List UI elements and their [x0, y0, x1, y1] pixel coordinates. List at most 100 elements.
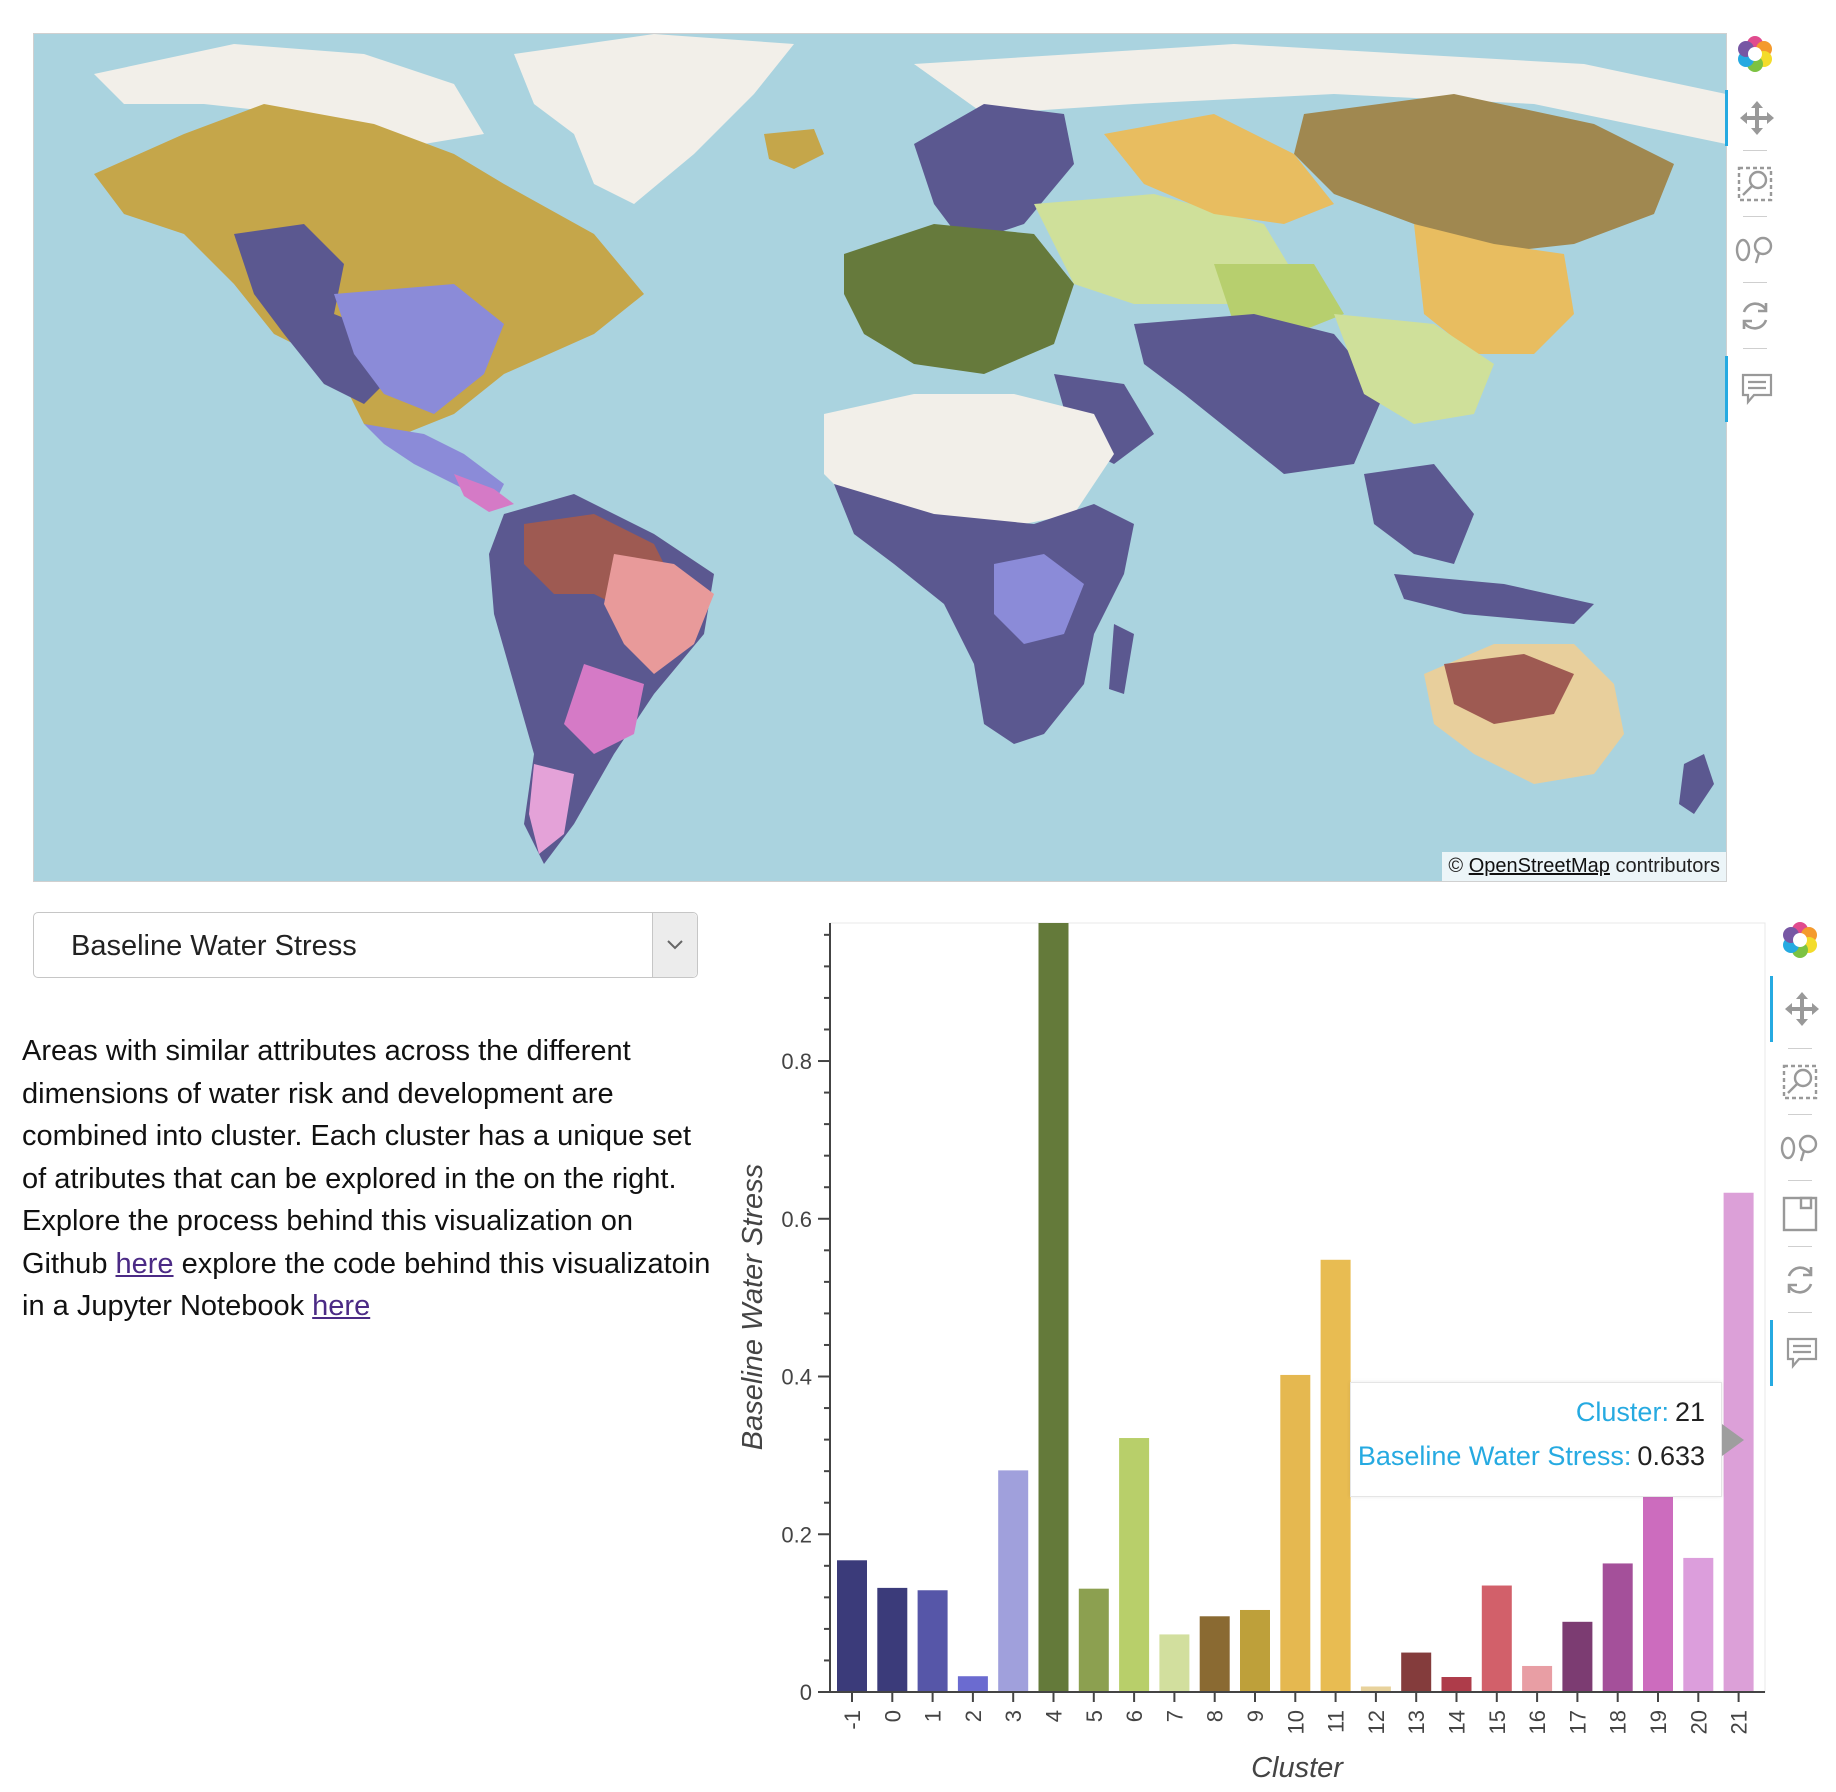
- pan-icon[interactable]: [1725, 90, 1785, 146]
- siberia-land: [914, 44, 1726, 144]
- box-zoom-icon[interactable]: [1770, 1054, 1830, 1110]
- x-tick-label: -1: [840, 1710, 865, 1730]
- bar-cluster-8[interactable]: [1199, 1616, 1230, 1692]
- tooltip-cluster-label: Cluster:: [1575, 1397, 1669, 1427]
- madagascar-cluster-minus1: [1109, 624, 1134, 694]
- se-asia-cluster-minus1: [1364, 464, 1474, 564]
- x-tick-label: 9: [1243, 1710, 1268, 1722]
- north-africa-land: [824, 394, 1114, 534]
- tooltip-pointer: [1722, 1424, 1744, 1456]
- bar-cluster-17[interactable]: [1562, 1621, 1593, 1692]
- y-tick-label: 0.2: [781, 1522, 812, 1547]
- select-value: Baseline Water Stress: [71, 930, 357, 962]
- y-tick-label: 0.6: [781, 1207, 812, 1232]
- x-tick-label: 7: [1162, 1710, 1187, 1722]
- attribution-symbol: ©: [1448, 855, 1464, 877]
- scandinavia-region: [914, 104, 1074, 244]
- australia-cluster-13: [1444, 654, 1574, 724]
- github-link[interactable]: here: [115, 1247, 174, 1280]
- notebook-link[interactable]: here: [312, 1290, 371, 1322]
- bar-cluster-1[interactable]: [917, 1590, 948, 1692]
- bar-cluster-5[interactable]: [1078, 1588, 1109, 1692]
- south-america-cluster-16: [604, 554, 714, 674]
- y-tick-label: 0.4: [781, 1365, 812, 1390]
- hover-icon[interactable]: [1770, 1320, 1830, 1386]
- bar-cluster-14[interactable]: [1441, 1677, 1472, 1692]
- x-tick-label: 21: [1727, 1710, 1752, 1734]
- bar-cluster-9[interactable]: [1240, 1609, 1270, 1692]
- description-part-1: Areas with similar attributes across the…: [22, 1035, 691, 1280]
- wheel-zoom-icon[interactable]: [1725, 222, 1785, 278]
- bar-cluster-4[interactable]: [1038, 923, 1069, 1692]
- x-tick-label: 20: [1686, 1710, 1711, 1734]
- x-tick-label: 2: [961, 1710, 986, 1722]
- world-map[interactable]: [34, 34, 1726, 881]
- reset-icon[interactable]: [1725, 288, 1785, 344]
- y-tick-label: 0.8: [781, 1049, 812, 1074]
- map-plot[interactable]: © OpenStreetMap contributors: [33, 33, 1727, 882]
- bar-cluster--1[interactable]: [837, 1560, 867, 1692]
- bar-cluster-7[interactable]: [1159, 1634, 1190, 1692]
- x-tick-label: 4: [1042, 1710, 1067, 1722]
- tooltip-metric-value: 0.633: [1637, 1441, 1705, 1471]
- arctic-islands-land: [94, 44, 484, 144]
- chevron-down-icon[interactable]: [652, 913, 697, 977]
- bar-cluster-2[interactable]: [957, 1676, 988, 1692]
- x-tick-label: 8: [1203, 1710, 1228, 1722]
- description-text: Areas with similar attributes across the…: [22, 1030, 722, 1328]
- openstreetmap-link[interactable]: OpenStreetMap: [1468, 855, 1610, 877]
- iceland-cluster-9: [764, 129, 824, 169]
- x-tick-label: 17: [1565, 1710, 1590, 1734]
- map-toolbar: [1725, 26, 1785, 436]
- x-tick-label: 6: [1122, 1710, 1147, 1722]
- bar-cluster-19[interactable]: [1643, 1482, 1673, 1692]
- east-asia-cluster-11: [1414, 224, 1574, 354]
- bar-cluster-16[interactable]: [1522, 1665, 1553, 1692]
- box-zoom-icon[interactable]: [1725, 156, 1785, 212]
- y-tick-label: 0: [800, 1680, 812, 1705]
- reset-icon[interactable]: [1770, 1252, 1830, 1308]
- pan-icon[interactable]: [1770, 976, 1830, 1042]
- bar-cluster-6[interactable]: [1119, 1438, 1150, 1692]
- wheel-zoom-icon[interactable]: [1770, 1120, 1830, 1176]
- africa-cluster-3: [994, 554, 1084, 644]
- north-america-cluster-3: [334, 284, 504, 414]
- x-tick-label: 10: [1283, 1710, 1308, 1734]
- europe-cluster-4: [844, 224, 1074, 374]
- hover-icon[interactable]: [1725, 356, 1785, 422]
- tooltip-metric-row: Baseline Water Stress: 0.633: [1358, 1441, 1705, 1472]
- bar-cluster-15[interactable]: [1481, 1585, 1512, 1692]
- north-america-region: [94, 104, 644, 434]
- metric-select[interactable]: Baseline Water Stress: [33, 912, 698, 978]
- x-tick-label: 11: [1324, 1710, 1349, 1733]
- bokeh-logo-icon[interactable]: [1725, 26, 1785, 82]
- bar-cluster-3[interactable]: [998, 1470, 1029, 1692]
- save-icon[interactable]: [1770, 1186, 1830, 1242]
- x-tick-label: 1: [921, 1710, 946, 1722]
- bar-chart[interactable]: 00.20.40.60.8 -1 0 1 2 3 4 5 6 7 8 9 10 11 12 13 14 15 16…: [720, 915, 1768, 1790]
- x-tick-label: 15: [1485, 1710, 1510, 1734]
- x-axis-label: Cluster: [1251, 1752, 1344, 1784]
- north-america-cluster-minus1: [234, 224, 394, 404]
- greenland-land: [514, 34, 794, 204]
- bokeh-logo-icon[interactable]: [1770, 912, 1830, 968]
- bar-cluster-11[interactable]: [1320, 1259, 1351, 1692]
- south-america-cluster-21: [529, 764, 574, 854]
- africa-cluster-minus1: [834, 484, 1134, 744]
- bar-cluster-13[interactable]: [1401, 1652, 1432, 1692]
- china-cluster-7: [1334, 314, 1494, 424]
- bar-cluster-18[interactable]: [1602, 1563, 1633, 1692]
- x-tick-label: 19: [1646, 1710, 1671, 1734]
- x-tick-label: 3: [1001, 1710, 1026, 1722]
- tooltip-metric-label: Baseline Water Stress:: [1357, 1441, 1632, 1471]
- bar-cluster-12[interactable]: [1360, 1686, 1391, 1692]
- chart-toolbar: [1770, 912, 1830, 1392]
- x-tick-label: 12: [1364, 1710, 1389, 1734]
- tooltip-cluster-value: 21: [1674, 1397, 1705, 1427]
- bar-cluster-0[interactable]: [877, 1587, 908, 1692]
- russia-cluster-11: [1104, 114, 1334, 224]
- russia-cluster-8: [1294, 94, 1674, 254]
- bar-cluster-10[interactable]: [1280, 1374, 1311, 1692]
- y-ticks-group: 0 0.2 0.4 0.6 0.8: [781, 933, 830, 1705]
- bar-cluster-20[interactable]: [1683, 1557, 1714, 1692]
